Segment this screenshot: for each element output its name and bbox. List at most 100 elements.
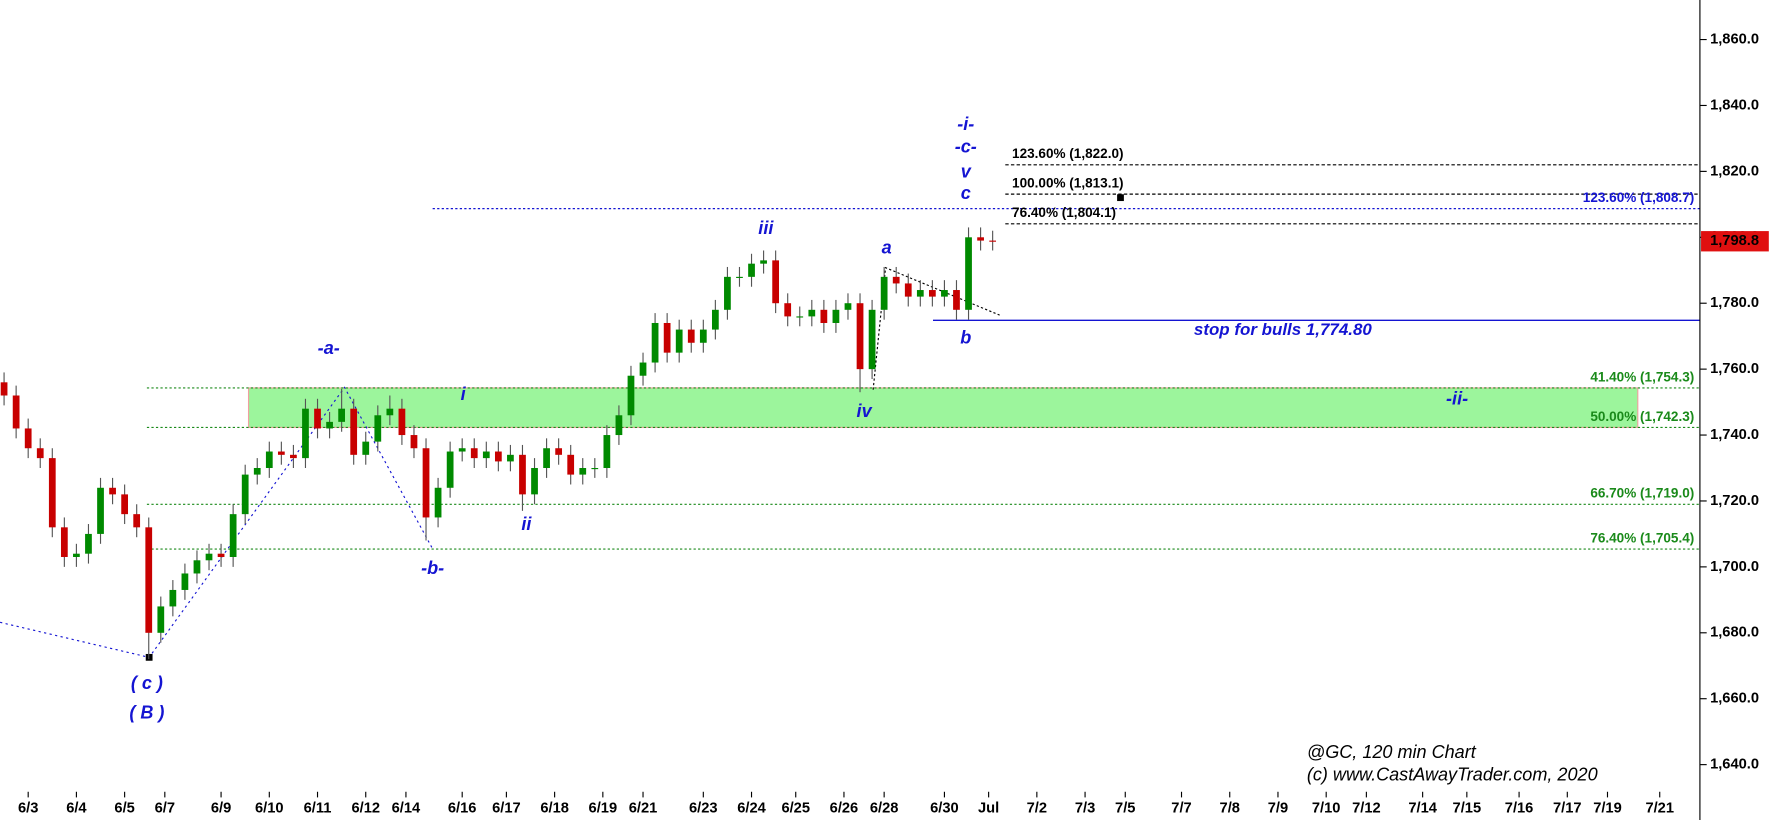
wave-line — [872, 266, 1000, 390]
candle-body — [133, 514, 141, 528]
candle-body — [627, 375, 635, 416]
candle-body — [639, 362, 647, 376]
wave-label: -ii- — [1446, 389, 1468, 409]
candle-body — [314, 408, 321, 429]
candle-body — [507, 454, 514, 462]
x-tick-label: 6/24 — [737, 801, 766, 817]
candle-body — [470, 448, 478, 459]
y-tick-label: 1,840.0 — [1710, 97, 1759, 113]
x-tick-label: 7/9 — [1268, 801, 1288, 817]
candle-body — [977, 237, 984, 241]
candle-body — [446, 451, 454, 488]
x-tick-label: 6/30 — [930, 801, 959, 817]
y-tick-label: 1,660.0 — [1710, 691, 1759, 707]
x-tick-label: 6/10 — [255, 801, 284, 817]
candle-body — [724, 276, 731, 310]
zone-layer — [247, 387, 1639, 429]
candle-body — [193, 560, 201, 574]
candle-body — [386, 408, 394, 416]
candle-body — [543, 448, 550, 469]
candle-body — [615, 415, 623, 436]
candle-body — [217, 553, 225, 557]
candle-body — [482, 451, 490, 459]
candle-body — [24, 428, 32, 449]
retracement-zone — [247, 387, 1639, 429]
y-tick-label: 1,640.0 — [1710, 757, 1759, 773]
candle-body — [229, 514, 237, 557]
candle-body — [784, 303, 792, 317]
x-tick-label: 6/9 — [211, 801, 231, 817]
candle-body — [410, 435, 418, 449]
x-tick-label: 6/28 — [870, 801, 899, 817]
candle-body — [567, 454, 575, 475]
candle-body — [856, 303, 864, 370]
candle-body — [169, 589, 177, 607]
candle-body — [832, 309, 840, 323]
x-tick-label: 7/17 — [1553, 801, 1582, 817]
axis-layer: 1,640.0 1,660.0 1,680.0 1,700.0 1,720.0 1,740… — [18, 31, 1769, 817]
x-tick-label: 7/14 — [1408, 801, 1437, 817]
candle-body — [422, 448, 430, 518]
candle-body — [12, 395, 20, 429]
level-label: 50.00% (1,742.3) — [1590, 409, 1694, 424]
pivot-marker — [1117, 194, 1124, 202]
x-tick-label: 6/25 — [781, 801, 810, 817]
candle-body — [145, 527, 153, 633]
y-tick-label: 1,740.0 — [1710, 427, 1759, 443]
candle-body — [651, 322, 659, 363]
candle-body — [555, 448, 563, 455]
candle-body — [675, 329, 683, 353]
x-tick-label: 7/12 — [1352, 801, 1381, 817]
y-tick-label: 1,860.0 — [1710, 31, 1759, 47]
candle-body — [844, 303, 852, 310]
candle-body — [97, 487, 104, 534]
level-label: 100.00% (1,813.1) — [1012, 176, 1123, 191]
candle-body — [699, 329, 707, 343]
candle-body — [808, 309, 816, 317]
candle-body — [109, 487, 116, 495]
x-tick-label: 7/2 — [1027, 801, 1047, 817]
level-label: 66.70% (1,719.0) — [1590, 486, 1694, 501]
wave-label: a — [882, 237, 892, 257]
wave-label: ( c ) — [131, 673, 163, 693]
y-tick-label: 1,680.0 — [1710, 625, 1759, 641]
wave-label: c — [961, 183, 971, 203]
candle-body — [760, 260, 767, 264]
x-tick-label: Jul — [978, 801, 999, 817]
last-price-label: 1,798.8 — [1710, 233, 1759, 249]
wave-label: ii — [521, 514, 532, 534]
y-tick-label: 1,720.0 — [1710, 493, 1759, 509]
x-tick-label: 6/26 — [830, 801, 859, 817]
candle-body — [277, 451, 285, 455]
candle-body — [434, 487, 442, 518]
candle-body — [181, 573, 189, 590]
candle-body — [302, 408, 309, 459]
candle-body — [253, 468, 261, 475]
x-tick-label: 6/5 — [114, 801, 134, 817]
x-tick-label: 6/18 — [540, 801, 569, 817]
y-tick-label: 1,820.0 — [1710, 163, 1759, 179]
x-tick-label: 6/3 — [18, 801, 38, 817]
candle-body — [398, 408, 406, 436]
candle-body — [519, 454, 526, 495]
candle-body — [458, 448, 466, 452]
x-tick-label: 6/21 — [629, 801, 658, 817]
candle-body — [290, 454, 297, 459]
y-tick-label: 1,700.0 — [1710, 559, 1759, 575]
candle-body — [928, 290, 936, 297]
wave-label: iii — [758, 218, 774, 238]
candle-body — [241, 474, 249, 515]
wave-label: iv — [857, 401, 873, 421]
candle-body — [941, 290, 948, 297]
candle-body — [157, 606, 165, 633]
x-tick-label: 7/5 — [1115, 801, 1135, 817]
wave-label: -c- — [955, 137, 977, 157]
watermark: (c) www.CastAwayTrader.com, 2020 — [1307, 765, 1598, 785]
x-tick-label: 6/7 — [155, 801, 175, 817]
level-label: 123.60% (1,808.7) — [1583, 190, 1694, 205]
candle-body — [796, 316, 804, 318]
candle-body — [48, 458, 56, 528]
candle-body — [36, 448, 44, 459]
x-tick-label: 7/8 — [1220, 801, 1240, 817]
